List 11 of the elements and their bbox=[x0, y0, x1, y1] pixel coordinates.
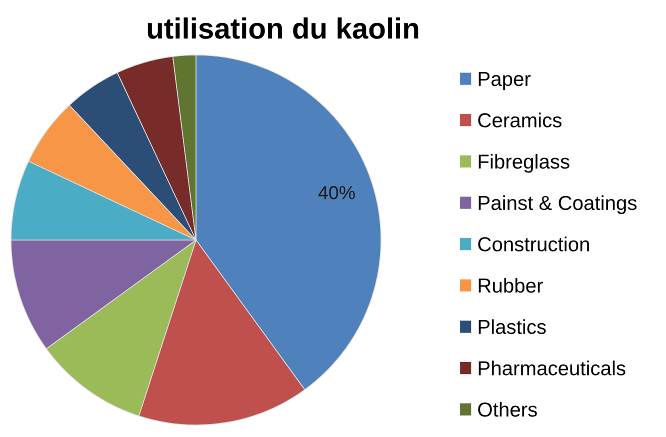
legend-label: Fibreglass bbox=[478, 154, 570, 173]
legend-label: Paper bbox=[478, 72, 531, 90]
legend-label: Pharmaceuticals bbox=[478, 360, 626, 376]
legend-label: Ceramics bbox=[478, 112, 562, 128]
legend-label: Rubber bbox=[478, 278, 543, 293]
legend-label: Others bbox=[478, 402, 537, 417]
chart-title: utilisation du kaolin bbox=[148, 17, 418, 39]
legend-label: Plastics bbox=[478, 319, 546, 334]
data-label: 40% bbox=[318, 186, 355, 200]
legend-label: Painst & Coatings bbox=[478, 195, 637, 214]
legend-label: Construction bbox=[478, 236, 589, 252]
